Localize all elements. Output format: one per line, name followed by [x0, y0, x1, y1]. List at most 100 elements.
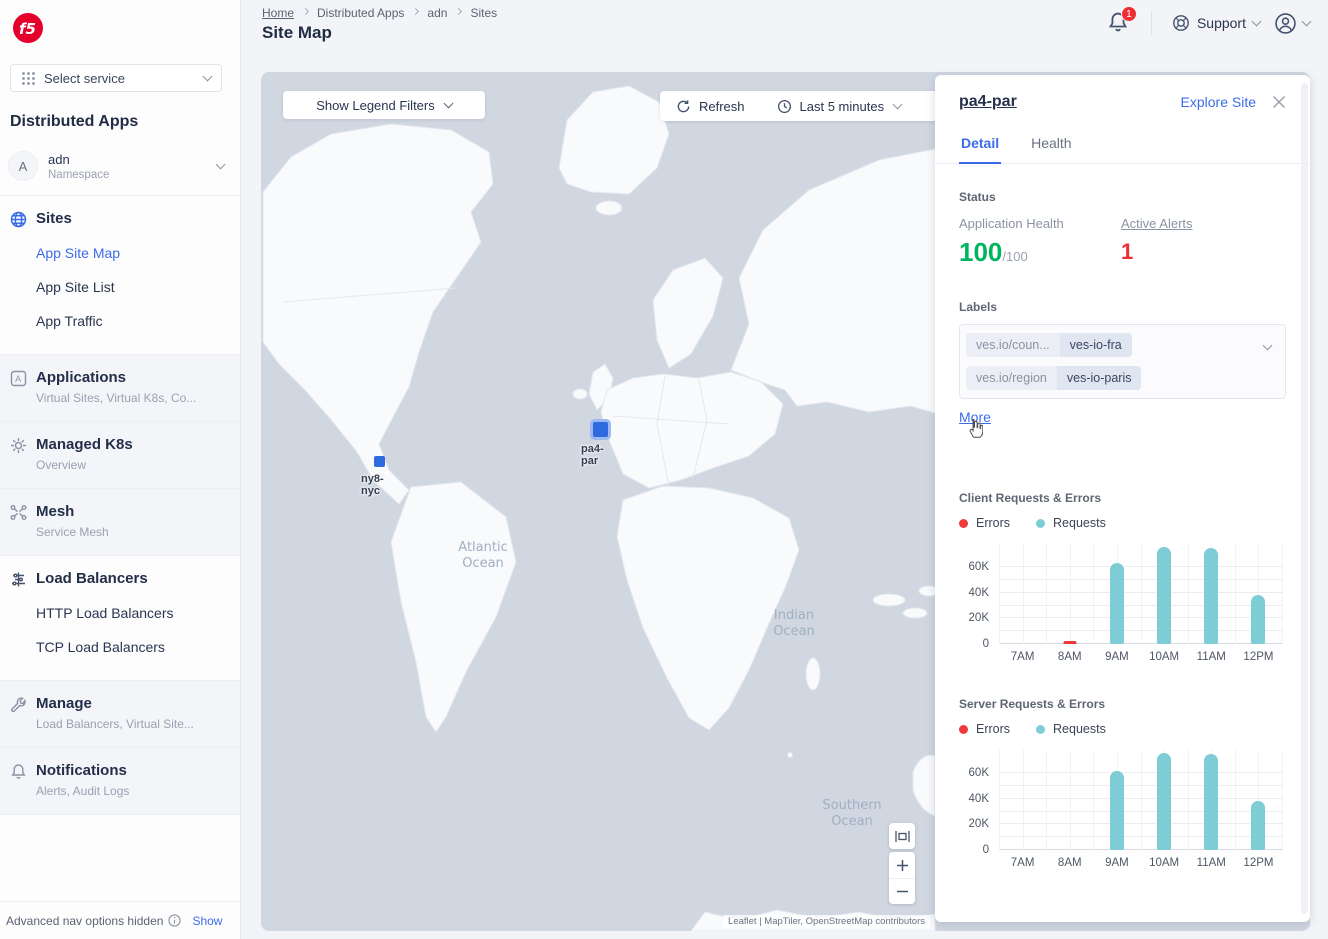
- chevron-right-icon: [301, 7, 310, 16]
- chart-column: [1188, 750, 1235, 850]
- active-alerts-link[interactable]: Active Alerts: [1121, 216, 1193, 231]
- zoom-in-button[interactable]: [889, 852, 915, 878]
- sidebar-section-subtitle: Overview: [36, 458, 87, 472]
- breadcrumb-home[interactable]: Home: [262, 6, 295, 20]
- bell-icon: [11, 764, 26, 779]
- sidebar-section-managed-k8s: Managed K8s Overview: [0, 422, 240, 489]
- breadcrumb: Home Distributed Apps adn Sites: [262, 6, 497, 20]
- sidebar-item-http-load-balancers[interactable]: HTTP Load Balancers: [36, 605, 174, 621]
- requests-bar: [1204, 753, 1219, 850]
- sidebar: f5 Select service Distributed Apps A adn…: [0, 0, 241, 939]
- requests-bar: [1157, 752, 1172, 850]
- close-icon[interactable]: [1272, 95, 1286, 109]
- zoom-out-button[interactable]: [889, 878, 915, 904]
- svg-text:f5: f5: [19, 20, 36, 38]
- sidebar-section-title: Load Balancers: [36, 570, 148, 587]
- label-chip-row: ves.io/coun... ves-io-fra: [966, 333, 1255, 357]
- site-marker-square: [373, 456, 385, 467]
- legend-item-requests[interactable]: Requests: [1036, 516, 1106, 530]
- breadcrumb-distributed-apps[interactable]: Distributed Apps: [317, 6, 405, 20]
- site-marker-ny8-nyc[interactable]: ny8-nyc: [361, 456, 397, 497]
- time-range-selector[interactable]: Last 5 minutes: [761, 99, 918, 114]
- chart-column: [1093, 544, 1140, 644]
- ocean-label-indian: Indian Ocean: [773, 608, 815, 640]
- requests-bar: [1157, 546, 1172, 644]
- chevron-down-icon: [202, 71, 213, 82]
- product-title: Distributed Apps: [10, 113, 139, 130]
- application-health-max: /100: [1002, 249, 1028, 264]
- chart-plot-area: [999, 750, 1283, 850]
- chart-column: [1093, 750, 1140, 850]
- sidebar-section-subtitle: Alerts, Audit Logs: [36, 784, 130, 798]
- tab-detail[interactable]: Detail: [959, 129, 1002, 164]
- site-marker-label: pa4-par: [581, 443, 604, 467]
- requests-bar: [1109, 770, 1124, 850]
- sidebar-section-mesh: Mesh Service Mesh: [0, 489, 240, 556]
- panel-site-title-link[interactable]: pa4-par: [959, 93, 1017, 110]
- legend-item-requests[interactable]: Requests: [1036, 722, 1106, 736]
- chevron-down-icon[interactable]: [1262, 340, 1273, 351]
- sidebar-item-sites[interactable]: Sites: [10, 210, 230, 228]
- legend-label: Errors: [976, 516, 1011, 530]
- select-service-dropdown[interactable]: Select service: [10, 64, 222, 92]
- sidebar-section-subtitle: Load Balancers, Virtual Site...: [36, 717, 194, 731]
- sidebar-item-tcp-load-balancers[interactable]: TCP Load Balancers: [36, 639, 165, 655]
- site-marker-pa4-par[interactable]: pa4-par: [581, 422, 619, 467]
- errors-legend-dot: [959, 724, 968, 734]
- user-menu[interactable]: [1274, 12, 1312, 35]
- sidebar-item-applications[interactable]: A Applications Virtual Sites, Virtual K8…: [10, 369, 230, 405]
- chart-column: [1046, 750, 1093, 850]
- chevron-right-icon: [412, 7, 420, 16]
- show-advanced-nav-link[interactable]: Show: [192, 913, 223, 928]
- sidebar-item-app-site-list[interactable]: App Site List: [36, 279, 115, 295]
- panel-scrollbar[interactable]: [1301, 83, 1308, 914]
- chevron-down-icon: [1301, 16, 1312, 27]
- chart-plot-area: [999, 544, 1283, 644]
- breadcrumb-sites[interactable]: Sites: [470, 6, 498, 20]
- notification-badge: 1: [1120, 6, 1137, 22]
- support-menu[interactable]: Support: [1172, 14, 1262, 32]
- legend-item-errors[interactable]: Errors: [959, 516, 1010, 530]
- mesh-icon: [10, 505, 27, 520]
- status-section: Status Application Health 100/100 Active…: [959, 190, 1286, 268]
- chart-legend: Errors Requests: [959, 722, 1286, 736]
- chart-column: [1235, 750, 1282, 850]
- show-legend-filters-button[interactable]: Show Legend Filters: [283, 91, 485, 119]
- clock-icon: [777, 99, 791, 113]
- sidebar-item-app-traffic[interactable]: App Traffic: [36, 313, 103, 329]
- notifications-bell-button[interactable]: 1: [1107, 6, 1137, 36]
- active-alerts-value: 1: [1121, 239, 1134, 264]
- refresh-icon: [677, 99, 690, 112]
- chart-y-axis: 0 20K 40K 60K: [968, 767, 989, 856]
- sidebar-item-app-site-map[interactable]: App Site Map: [36, 245, 121, 261]
- fit-bounds-button[interactable]: [889, 823, 915, 849]
- explore-site-link[interactable]: Explore Site: [1180, 94, 1256, 110]
- map-attribution[interactable]: Leaflet | MapTiler, OpenStreetMap contri…: [723, 915, 930, 928]
- select-service-label: Select service: [44, 70, 125, 86]
- refresh-button[interactable]: Refresh: [660, 99, 761, 114]
- refresh-label: Refresh: [699, 98, 745, 114]
- labels-more-link[interactable]: More: [959, 409, 991, 425]
- client-requests-errors-chart: Client Requests & Errors Errors Requests…: [959, 491, 1286, 663]
- tab-health[interactable]: Health: [1031, 135, 1072, 151]
- grid-icon: [22, 71, 35, 85]
- legend-label: Requests: [1053, 516, 1106, 530]
- sidebar-section-title: Applications: [36, 369, 127, 386]
- namespace-selector[interactable]: A adn Namespace: [0, 143, 240, 196]
- site-marker-label: ny8-nyc: [361, 473, 384, 497]
- info-icon[interactable]: [168, 914, 182, 927]
- sidebar-item-manage[interactable]: Manage Load Balancers, Virtual Site...: [10, 695, 230, 731]
- f5-logo: f5: [13, 13, 43, 43]
- sidebar-section-subtitle: Virtual Sites, Virtual K8s, Co...: [36, 391, 197, 405]
- sidebar-item-notifications[interactable]: Notifications Alerts, Audit Logs: [10, 762, 230, 798]
- sidebar-section-manage: Manage Load Balancers, Virtual Site...: [0, 681, 240, 748]
- sidebar-item-mesh[interactable]: Mesh Service Mesh: [10, 503, 230, 539]
- breadcrumb-adn[interactable]: adn: [427, 6, 448, 20]
- legend-item-errors[interactable]: Errors: [959, 722, 1010, 736]
- status-heading: Status: [959, 190, 996, 204]
- sidebar-item-managed-k8s[interactable]: Managed K8s Overview: [10, 436, 230, 472]
- zoom-out-icon: [896, 890, 908, 893]
- sidebar-footer: Advanced nav options hidden Show: [0, 901, 240, 939]
- sidebar-item-load-balancers[interactable]: Load Balancers: [10, 570, 230, 588]
- chart-x-axis: 7AM 8AM 9AM 10AM 11AM 12PM: [1010, 857, 1274, 869]
